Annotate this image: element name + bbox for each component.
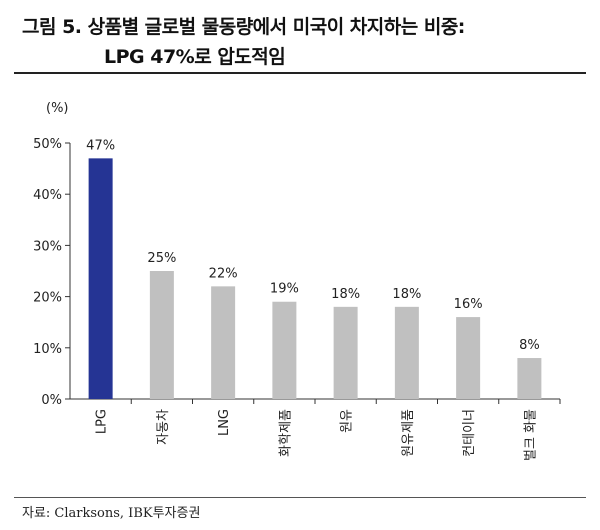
y-axis-unit-label: (%) — [46, 101, 69, 116]
category-label: LNG — [217, 409, 232, 436]
y-tick-label: 40% — [33, 188, 62, 203]
chart-subtitle: LPG 47%로 압도적임 — [104, 46, 286, 68]
category-label: 원유제품 — [401, 409, 416, 457]
y-tick-label: 20% — [33, 291, 62, 306]
data-label: 22% — [209, 266, 238, 281]
bar — [211, 286, 236, 399]
bar — [88, 158, 113, 399]
data-label: 18% — [331, 287, 360, 302]
category-label: 벌크 화물 — [523, 409, 538, 461]
title-block: 그림 5. 상품별 글로벌 물동량에서 미국이 차지하는 비중: LPG 47%… — [22, 14, 582, 70]
category-label: 화학제품 — [278, 409, 293, 457]
category-label: 원유 — [340, 409, 355, 433]
category-label: 컨테이너 — [462, 409, 477, 457]
footer-divider — [14, 497, 586, 498]
bar — [272, 301, 297, 399]
y-tick-label: 0% — [41, 393, 62, 408]
data-label: 47% — [86, 138, 115, 153]
title-divider — [14, 72, 586, 74]
category-label: 자동차 — [156, 409, 171, 445]
bar — [333, 306, 358, 399]
data-label: 19% — [270, 282, 299, 297]
chart-labels: 47% LPG 25% 자동차 22% LNG 19% 화학제품 18% 원유 18% 원유제품 16%… — [86, 138, 540, 461]
data-label: 16% — [454, 297, 483, 312]
data-label: 18% — [392, 287, 421, 302]
data-label: 25% — [147, 251, 176, 266]
bar — [394, 306, 419, 399]
source-note: 자료: Clarksons, IBK투자증권 — [22, 506, 201, 521]
y-tick-label: 30% — [33, 239, 62, 254]
chart-title: 그림 5. 상품별 글로벌 물동량에서 미국이 차지하는 비중: — [22, 16, 465, 38]
bar — [149, 271, 174, 399]
data-label: 8% — [519, 338, 540, 353]
chart-bars — [88, 158, 542, 399]
y-tick-label: 50% — [33, 137, 62, 152]
category-label: LPG — [95, 409, 110, 434]
bar — [517, 358, 542, 399]
bar — [456, 317, 481, 399]
y-tick-label: 10% — [33, 342, 62, 357]
